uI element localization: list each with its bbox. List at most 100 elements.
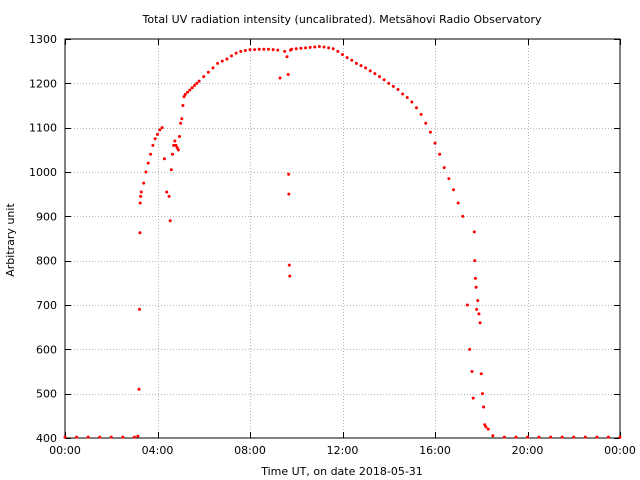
x-tick-label: 00:00 (604, 444, 636, 457)
data-point (136, 434, 140, 438)
data-point (173, 139, 177, 143)
data-point (478, 321, 482, 325)
data-point (175, 146, 179, 150)
data-point (63, 435, 67, 439)
data-point (595, 435, 599, 439)
data-points (63, 45, 622, 439)
y-tick-label: 1100 (29, 122, 57, 135)
data-point (169, 168, 173, 172)
data-point (368, 69, 372, 73)
data-point (132, 435, 136, 439)
data-point (410, 100, 414, 104)
y-tick-label: 400 (36, 432, 57, 445)
data-point (415, 106, 418, 110)
data-point (86, 435, 90, 439)
data-point (424, 121, 428, 125)
data-point (479, 372, 483, 376)
data-point (168, 219, 172, 223)
data-point (278, 76, 282, 80)
data-point (276, 48, 280, 52)
data-point (560, 435, 564, 439)
data-point (484, 425, 488, 429)
data-point (139, 190, 143, 194)
data-point (206, 70, 210, 74)
data-point (211, 66, 215, 70)
data-point (262, 47, 266, 51)
data-point (179, 121, 183, 125)
data-point (350, 58, 354, 62)
data-point (202, 75, 206, 79)
x-tick-label: 04:00 (142, 444, 174, 457)
data-point (331, 47, 335, 51)
data-point (271, 48, 275, 52)
data-point (160, 126, 164, 130)
data-point (138, 201, 142, 205)
data-point (465, 303, 469, 307)
data-point (75, 435, 79, 439)
data-point (285, 55, 289, 59)
y-tick-label: 1200 (29, 77, 57, 90)
data-point (195, 81, 199, 85)
data-point (177, 135, 181, 139)
data-point (308, 45, 312, 49)
data-point (471, 396, 475, 400)
data-point (317, 45, 321, 49)
data-point (433, 141, 437, 145)
data-point (257, 47, 261, 51)
data-point (167, 194, 171, 198)
data-point (304, 46, 307, 50)
data-point (391, 84, 395, 88)
data-point (537, 435, 541, 439)
data-point (174, 143, 178, 147)
data-point (176, 148, 180, 152)
data-point (456, 201, 460, 205)
data-point (583, 435, 587, 439)
data-point (151, 143, 155, 147)
x-tick-label: 12:00 (327, 444, 359, 457)
x-axis-label: Time UT, on date 2018-05-31 (260, 465, 423, 478)
x-tick-label: 00:00 (49, 444, 81, 457)
data-point (299, 46, 303, 50)
chart-title: Total UV radiation intensity (uncalibrat… (142, 13, 542, 26)
data-point (345, 56, 349, 60)
y-tick-label: 1300 (29, 33, 57, 46)
data-point (183, 92, 187, 96)
data-point (428, 130, 432, 134)
data-point (473, 276, 477, 280)
data-point (98, 435, 102, 439)
data-point (373, 72, 377, 76)
grid (65, 39, 620, 438)
data-point (216, 61, 220, 65)
data-point (480, 392, 484, 396)
data-point (162, 157, 166, 161)
data-point (267, 47, 270, 51)
data-point (234, 51, 238, 55)
data-point (549, 435, 553, 439)
data-point (182, 95, 186, 99)
data-point (142, 181, 146, 185)
data-point (243, 49, 247, 53)
data-point (146, 161, 150, 165)
data-point (514, 435, 518, 439)
data-point (396, 88, 400, 92)
data-point (468, 347, 472, 351)
data-point (461, 214, 465, 218)
data-point (364, 66, 368, 70)
data-point (287, 172, 291, 176)
y-tick-label: 600 (36, 343, 57, 356)
data-point (225, 57, 229, 61)
data-point (253, 48, 257, 52)
data-point (387, 81, 391, 85)
x-tick-label: 20:00 (512, 444, 544, 457)
data-point (336, 49, 340, 53)
data-point (526, 435, 529, 439)
y-tick-label: 500 (36, 388, 57, 401)
data-point (606, 435, 610, 439)
data-point (180, 117, 184, 121)
data-point (452, 188, 455, 192)
data-point (109, 435, 113, 439)
data-point (618, 435, 622, 439)
data-point (475, 307, 479, 311)
data-point (322, 45, 326, 49)
data-point (153, 137, 157, 141)
